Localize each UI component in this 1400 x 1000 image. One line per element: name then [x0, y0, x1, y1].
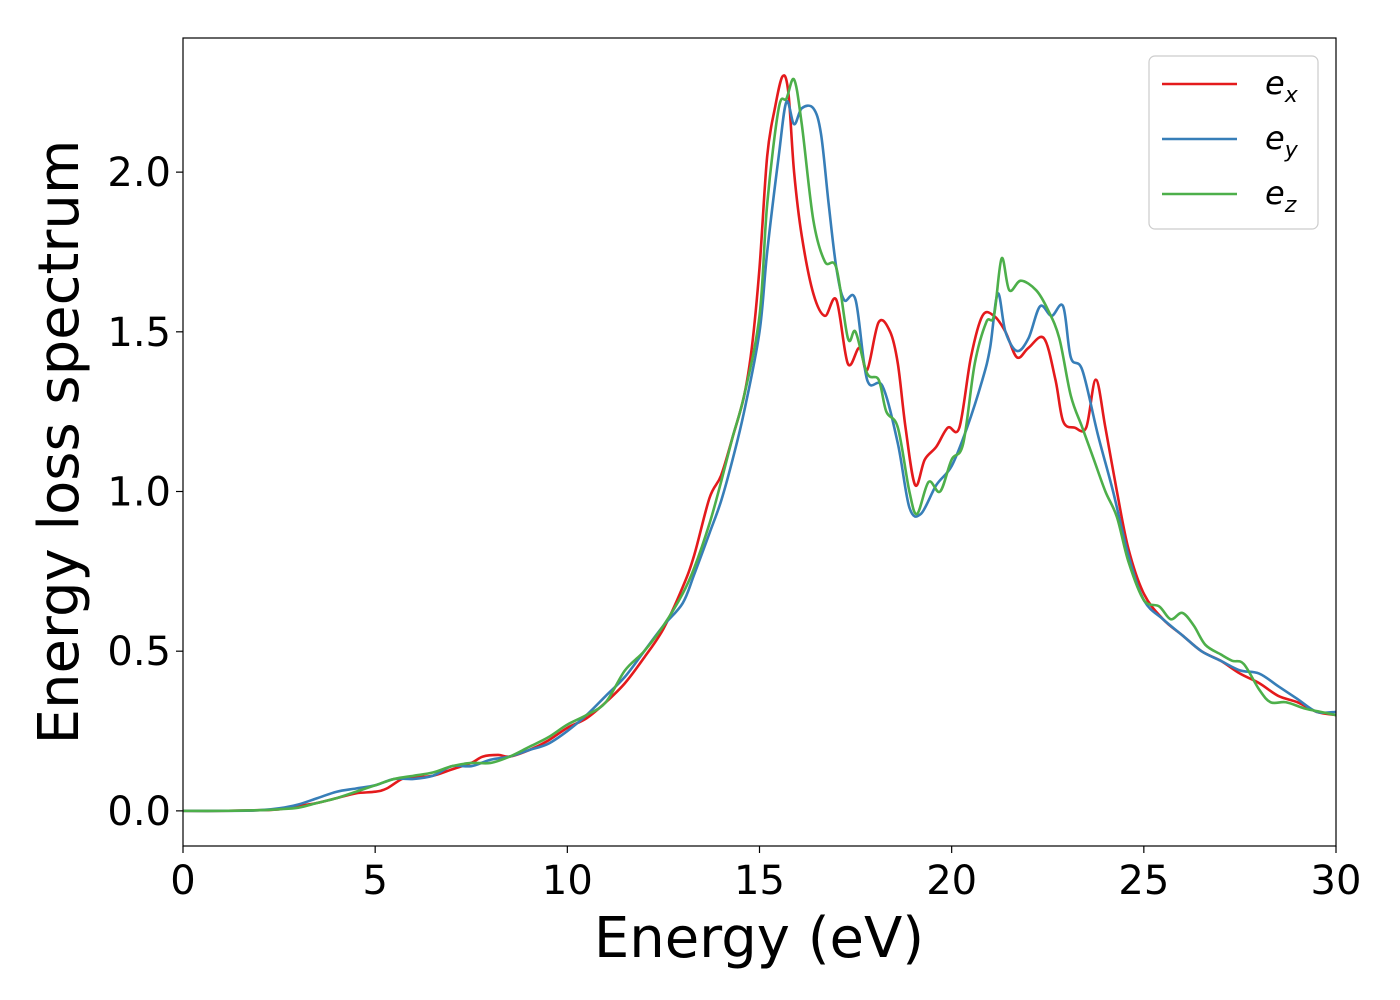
- legend: ex ey ez: [1148, 55, 1319, 230]
- y-tick-label: 1.5: [107, 310, 171, 356]
- y-axis-title: Energy loss spectrum: [27, 140, 92, 745]
- x-tick-label: 20: [926, 858, 977, 904]
- y-tick-label: 0.5: [107, 629, 171, 675]
- x-tick-label: 25: [1118, 858, 1169, 904]
- y-tick-label: 1.0: [107, 470, 171, 516]
- legend-box: [1148, 55, 1319, 230]
- series-layer: [183, 74, 1336, 813]
- y-tick-label: 0.0: [107, 789, 171, 835]
- legend-label-ex: ex: [1265, 64, 1299, 108]
- legend-label-ey: ey: [1265, 119, 1299, 163]
- ticks-layer: 0 5 10 15 20 25 30 0.0 0.5 1.0 1.5 2.0: [107, 150, 1361, 904]
- x-axis-title: Energy (eV): [594, 906, 924, 971]
- series-line-ey: [183, 99, 1336, 813]
- x-tick-label: 5: [362, 858, 387, 904]
- legend-items: ex ey ez: [1162, 64, 1299, 218]
- y-tick-label: 2.0: [107, 150, 171, 196]
- x-tick-label: 30: [1311, 858, 1362, 904]
- series-line-ez: [183, 77, 1336, 813]
- x-tick-label: 10: [542, 858, 593, 904]
- x-tick-label: 0: [170, 858, 195, 904]
- legend-label-ez: ez: [1265, 174, 1297, 218]
- x-tick-label: 15: [734, 858, 785, 904]
